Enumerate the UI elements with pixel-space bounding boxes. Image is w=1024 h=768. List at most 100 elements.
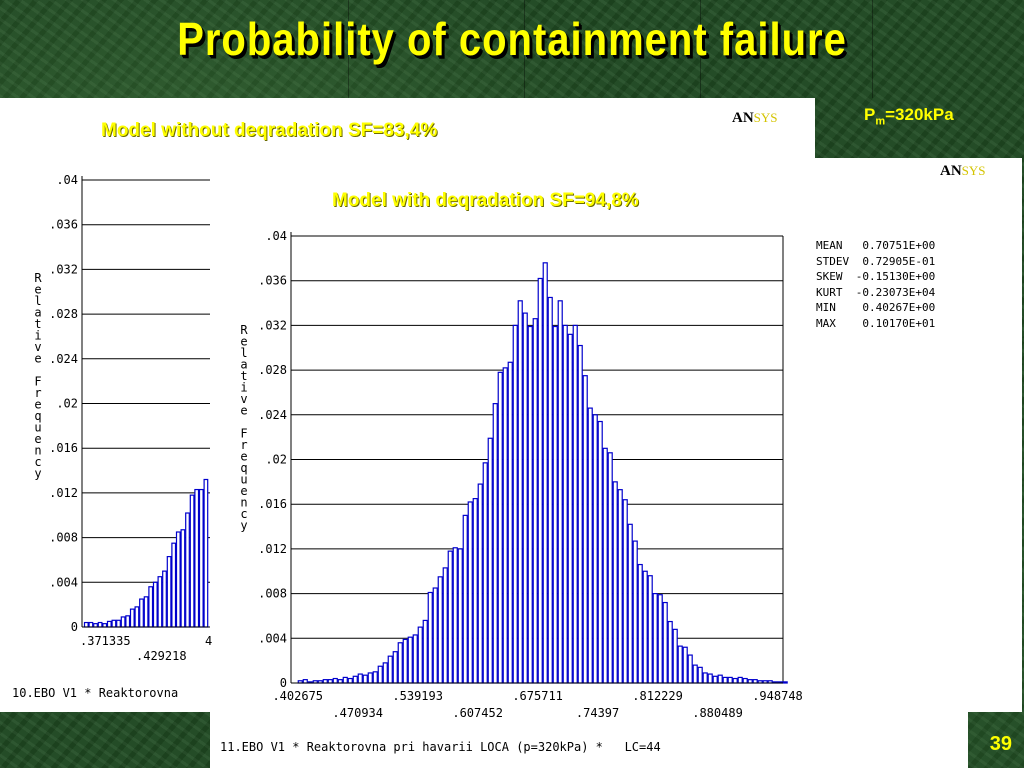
- histogram-bar: [322, 679, 328, 684]
- y-tick-label: .012: [258, 542, 287, 556]
- y-tick-label: .012: [49, 486, 78, 500]
- y-axis-label-char: t: [34, 317, 41, 331]
- histogram-bar: [567, 333, 573, 684]
- histogram-bar: [97, 621, 103, 628]
- y-axis-label-char: F: [240, 427, 247, 441]
- y-axis-label-char: R: [34, 271, 42, 285]
- histogram-bar: [497, 371, 503, 684]
- histogram-bar: [557, 300, 563, 684]
- histogram-bar: [412, 634, 418, 684]
- x-tick-label: .812229: [632, 689, 683, 703]
- histogram-bar: [467, 501, 473, 684]
- histogram-bar: [547, 296, 553, 684]
- y-tick-label: .02: [265, 453, 287, 467]
- y-axis-label-char: r: [34, 386, 41, 400]
- histogram-bar: [417, 626, 423, 684]
- footer-panel: [210, 712, 968, 768]
- histogram-bar: [612, 481, 618, 684]
- stat-row: MAX 0.10170E+01: [816, 316, 936, 330]
- y-axis-label-char: q: [34, 409, 41, 423]
- histogram-bar: [367, 672, 373, 684]
- histogram-bar: [652, 592, 658, 684]
- histogram-bar: [677, 645, 683, 684]
- histogram-bar: [157, 576, 163, 628]
- y-axis-label-char: r: [240, 438, 247, 452]
- y-axis-label-char: u: [240, 473, 247, 487]
- histogram-bar: [392, 651, 398, 684]
- histogram-bar: [457, 548, 463, 684]
- histogram-bar: [83, 621, 89, 628]
- y-axis-label-char: i: [34, 329, 41, 343]
- histogram-bar: [139, 598, 144, 628]
- histogram-bar: [512, 324, 518, 684]
- y-tick-label: .032: [49, 262, 78, 276]
- y-axis-label-char: e: [34, 432, 41, 446]
- histogram-bar: [377, 665, 383, 684]
- histogram-bar: [602, 447, 608, 684]
- y-axis-label-char: v: [34, 340, 41, 354]
- x-tick-label: .539193: [392, 689, 443, 703]
- y-axis-label-char: v: [240, 392, 247, 406]
- histogram-bar: [120, 616, 126, 628]
- histogram-bar: [682, 646, 688, 684]
- histogram-bar: [171, 542, 177, 628]
- histogram-bar: [637, 563, 643, 684]
- histogram-bar: [492, 403, 498, 684]
- histogram-bar: [180, 529, 186, 628]
- histogram-bar: [687, 654, 693, 684]
- y-axis-label-char: u: [34, 421, 41, 435]
- y-axis-label-char: F: [34, 375, 41, 389]
- histogram-bar: [106, 620, 112, 628]
- histogram-bar: [111, 619, 117, 628]
- histogram-bar: [562, 324, 568, 684]
- x-tick-label: .470934: [332, 706, 383, 720]
- ansys-logo-right: ANSYS: [940, 163, 986, 179]
- stat-row: KURT -0.23073E+04: [816, 285, 936, 299]
- histogram-bar: [782, 681, 788, 684]
- histogram-bar: [175, 531, 181, 628]
- y-axis-label-char: e: [34, 283, 41, 297]
- histogram-bar: [482, 462, 488, 684]
- histogram-bar: [427, 591, 433, 684]
- histogram-bar: [143, 596, 149, 628]
- histogram-bar: [507, 361, 513, 684]
- y-axis-label-char: e: [240, 450, 247, 464]
- histogram-bar: [382, 662, 388, 684]
- y-axis-label-char: q: [240, 461, 247, 475]
- histogram-bar: [502, 367, 508, 684]
- pressure-label: Pm=320kPa: [864, 105, 954, 128]
- x-tick-label: .402675: [272, 689, 323, 703]
- histogram-bar: [732, 677, 738, 684]
- histogram-bar: [592, 414, 598, 684]
- histogram-bar: [522, 312, 528, 684]
- histogram-bar: [707, 673, 713, 684]
- histogram-bar: [532, 318, 538, 684]
- x-tick-label: 4: [205, 634, 212, 648]
- y-axis-label-char: a: [240, 358, 247, 372]
- stat-row: MIN 0.40267E+00: [816, 301, 936, 314]
- histogram-bar: [582, 375, 588, 684]
- histogram-bar: [472, 498, 478, 684]
- stat-row: MEAN 0.70751E+00: [816, 239, 936, 252]
- histogram-bar: [632, 540, 638, 684]
- y-axis-label-char: e: [34, 398, 41, 412]
- page-number: 39: [989, 733, 1012, 755]
- histogram-bar: [742, 677, 748, 684]
- slide-title: Probability of containment failure: [177, 14, 847, 66]
- histogram-bar: [572, 324, 578, 684]
- y-tick-label: .028: [258, 363, 287, 377]
- histogram-bar: [717, 674, 723, 684]
- histogram-bar: [462, 514, 468, 684]
- histogram-bar: [617, 489, 623, 684]
- x-tick-label: .880489: [692, 706, 743, 720]
- histogram-bar: [148, 586, 154, 628]
- histogram-bar: [452, 547, 458, 684]
- y-tick-label: .004: [258, 631, 287, 645]
- histogram-bar: [447, 550, 453, 684]
- histogram-bar: [88, 621, 94, 628]
- y-tick-label: .024: [258, 408, 287, 422]
- histogram-bar: [432, 587, 438, 684]
- y-tick-label: .024: [49, 352, 78, 366]
- histogram-bar: [185, 512, 190, 628]
